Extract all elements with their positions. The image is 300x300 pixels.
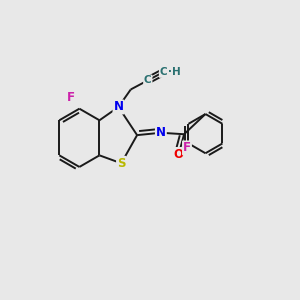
Text: F: F: [183, 141, 191, 154]
Text: C: C: [144, 75, 152, 85]
Text: O: O: [174, 148, 184, 161]
Text: S: S: [117, 157, 125, 170]
Text: ·H: ·H: [169, 67, 181, 77]
Text: F: F: [67, 91, 75, 104]
Text: C: C: [160, 67, 167, 77]
Text: N: N: [113, 100, 124, 113]
Text: N: N: [156, 126, 166, 139]
